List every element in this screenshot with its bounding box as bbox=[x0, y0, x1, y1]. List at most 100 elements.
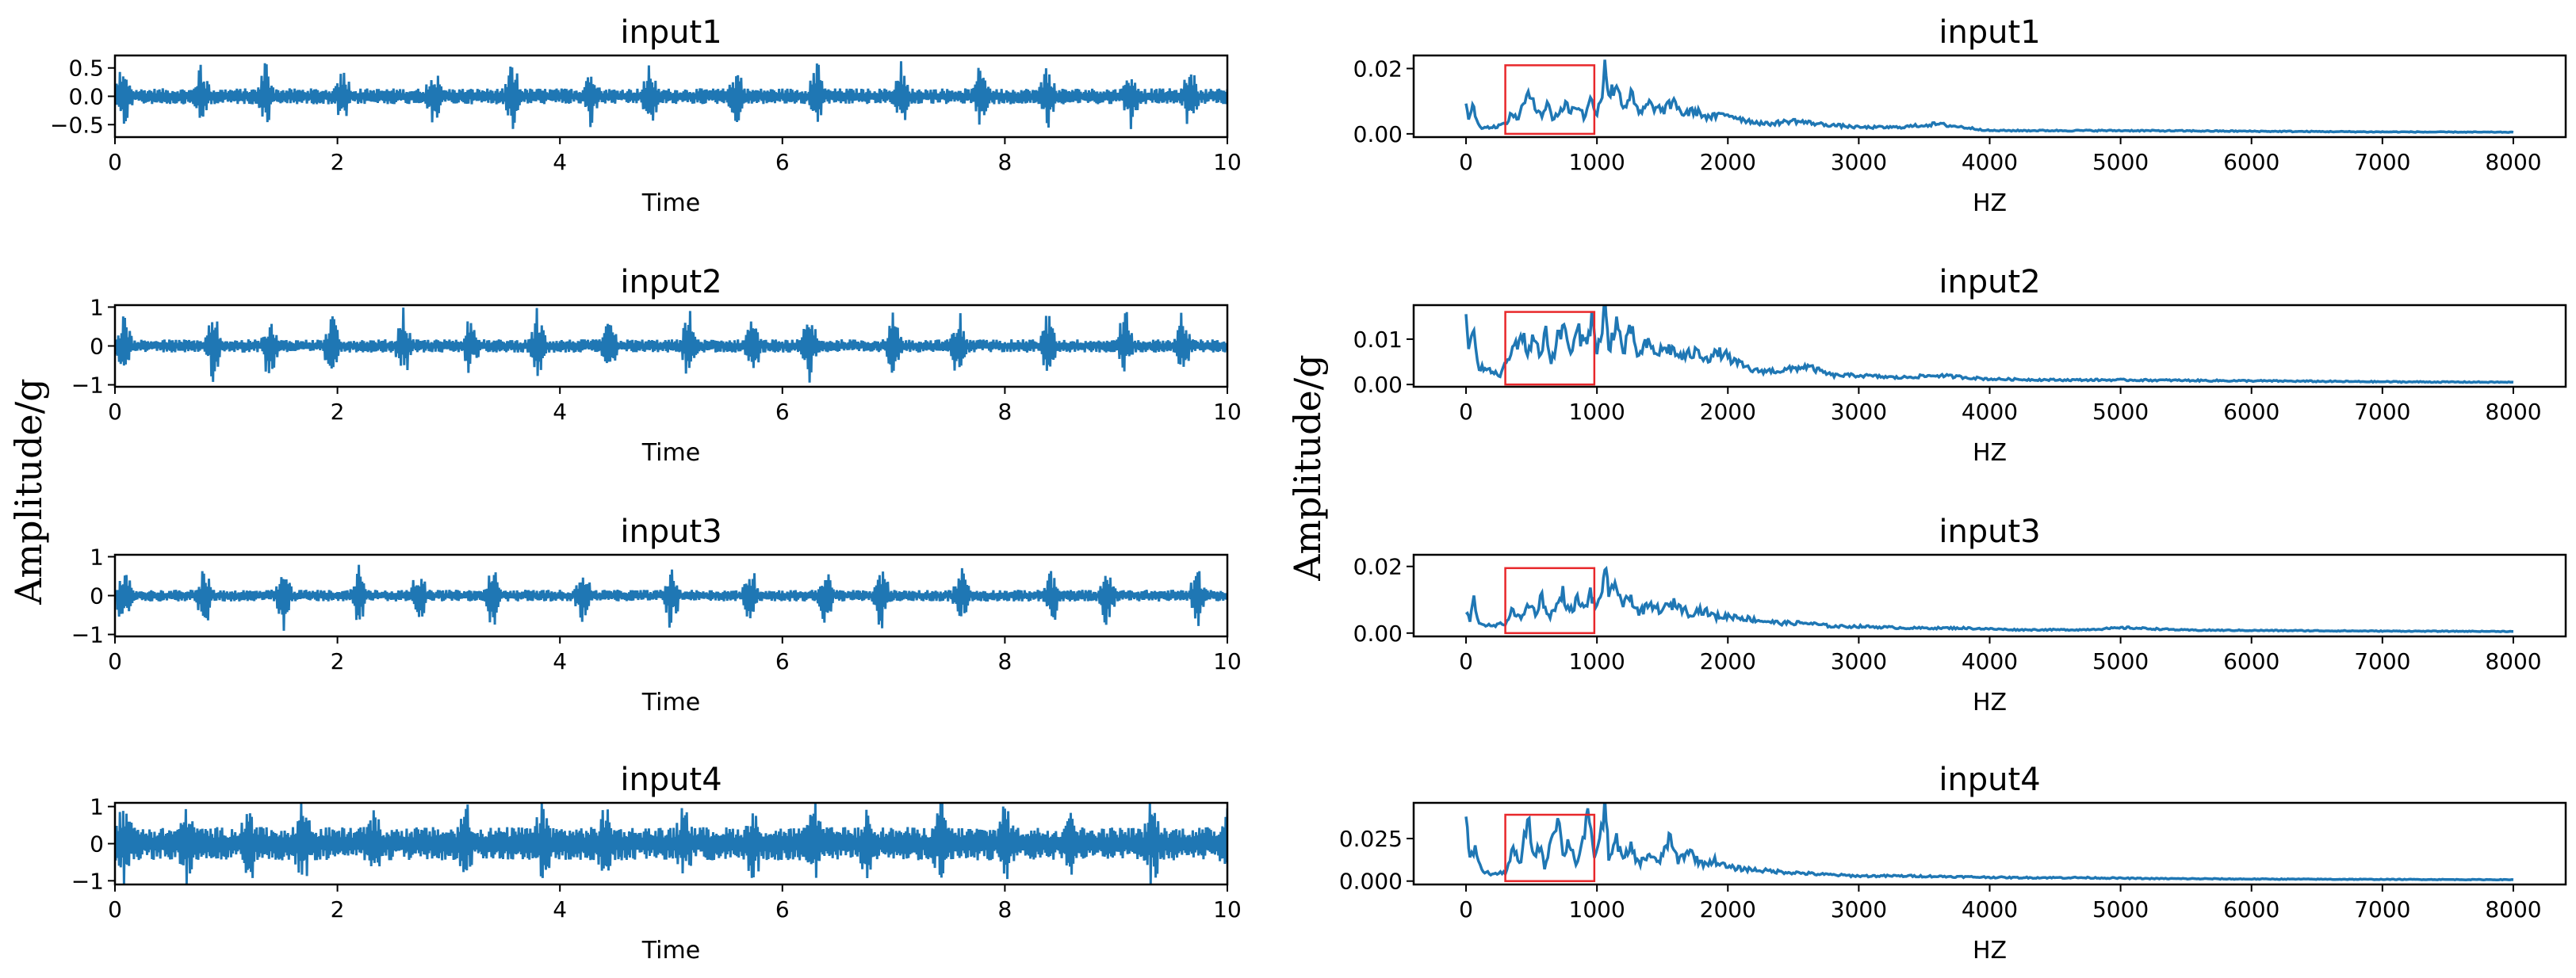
x-tick-label: 8 bbox=[997, 149, 1012, 175]
y-tick-label: 0.5 bbox=[68, 55, 104, 82]
x-axis-label: Time bbox=[641, 689, 700, 716]
x-tick-label: 7000 bbox=[2354, 399, 2410, 425]
highlight-box bbox=[1504, 64, 1596, 136]
x-tick-label: 6000 bbox=[2223, 648, 2279, 674]
x-tick-label: 7000 bbox=[2354, 149, 2410, 175]
highlight-box bbox=[1504, 813, 1596, 882]
x-tick-label: 2000 bbox=[1700, 399, 1756, 425]
y-tick-label: −1 bbox=[71, 622, 104, 648]
spectrum-line bbox=[1464, 59, 2514, 134]
x-tick-label: 6 bbox=[775, 399, 790, 425]
x-tick-label: 4 bbox=[553, 896, 567, 923]
right-ylabel: Amplitude/g bbox=[1286, 354, 1329, 581]
x-tick-label: 4 bbox=[553, 149, 567, 175]
y-tick-label: 0.025 bbox=[1339, 826, 1403, 852]
spectrum-line bbox=[1464, 803, 2514, 882]
x-tick-label: 4000 bbox=[1962, 896, 2018, 923]
axes-frame bbox=[1412, 54, 2567, 139]
x-axis-label: HZ bbox=[1973, 689, 2007, 716]
x-tick-label: 5000 bbox=[2092, 149, 2149, 175]
x-tick-label: 0 bbox=[1459, 399, 1473, 425]
y-tick-label: 0 bbox=[90, 334, 104, 360]
x-tick-label: 6 bbox=[775, 896, 790, 923]
panel-title: input3 bbox=[620, 514, 722, 550]
x-tick-label: 8 bbox=[997, 399, 1012, 425]
x-tick-label: 4000 bbox=[1962, 399, 2018, 425]
y-tick-label: 0 bbox=[90, 583, 104, 609]
y-tick-label: 0.000 bbox=[1339, 869, 1403, 895]
axes-frame bbox=[1412, 304, 2567, 388]
panel-title: input2 bbox=[1939, 264, 2040, 300]
x-tick-label: 5000 bbox=[2092, 399, 2149, 425]
x-tick-label: 3000 bbox=[1831, 399, 1887, 425]
x-tick-label: 1000 bbox=[1569, 896, 1625, 923]
y-tick-label: 0.02 bbox=[1353, 55, 1403, 82]
x-axis-label: HZ bbox=[1973, 937, 2007, 965]
x-tick-label: 6000 bbox=[2223, 896, 2279, 923]
y-tick-label: 1 bbox=[90, 544, 104, 570]
time-signal-line bbox=[115, 564, 1227, 631]
x-tick-label: 4 bbox=[553, 648, 567, 674]
x-tick-label: 10 bbox=[1213, 399, 1242, 425]
highlight-box bbox=[1504, 311, 1596, 386]
x-axis-label: Time bbox=[641, 439, 700, 467]
x-tick-label: 0 bbox=[1459, 648, 1473, 674]
time-panel-input1: 0 2 4 6 8 10 0.50.0−0.5 input1 Time bbox=[50, 14, 1242, 217]
x-tick-label: 8 bbox=[997, 648, 1012, 674]
x-tick-label: 2 bbox=[331, 896, 345, 923]
y-tick-label: −1 bbox=[71, 868, 104, 894]
x-tick-label: 8000 bbox=[2485, 399, 2541, 425]
x-tick-label: 6 bbox=[775, 149, 790, 175]
panel-title: input2 bbox=[620, 264, 722, 300]
panel-title: input1 bbox=[1939, 14, 2040, 51]
x-tick-label: 2000 bbox=[1700, 149, 1756, 175]
x-tick-label: 7000 bbox=[2354, 648, 2410, 674]
y-tick-label: 0.02 bbox=[1353, 554, 1403, 580]
axes-frame bbox=[1412, 553, 2567, 638]
freq-panel-input4: 0 1000 2000 3000 4000 5000 6000 7000 8000 0.025 0.… bbox=[1339, 762, 2567, 965]
x-axis-label: HZ bbox=[1973, 189, 2007, 217]
y-tick-label: 0.00 bbox=[1353, 621, 1403, 647]
x-tick-label: 4 bbox=[553, 399, 567, 425]
x-tick-label: 6 bbox=[775, 648, 790, 674]
x-tick-label: 6000 bbox=[2223, 399, 2279, 425]
x-tick-label: 0 bbox=[108, 896, 122, 923]
x-tick-label: 10 bbox=[1213, 896, 1242, 923]
y-tick-label: 0.00 bbox=[1353, 372, 1403, 398]
highlight-box bbox=[1504, 567, 1596, 635]
x-tick-label: 2000 bbox=[1700, 648, 1756, 674]
y-tick-label: −0.5 bbox=[50, 112, 104, 138]
spectrum-line bbox=[1464, 565, 2513, 633]
x-tick-label: 0 bbox=[1459, 149, 1473, 175]
x-tick-label: 2 bbox=[331, 648, 345, 674]
x-tick-label: 0 bbox=[108, 149, 122, 175]
left-ylabel: Amplitude/g bbox=[7, 378, 50, 605]
x-tick-label: 1000 bbox=[1569, 149, 1625, 175]
x-tick-label: 1000 bbox=[1569, 648, 1625, 674]
x-tick-label: 2000 bbox=[1700, 896, 1756, 923]
x-tick-label: 2 bbox=[331, 399, 345, 425]
time-signal-line bbox=[115, 803, 1227, 884]
x-tick-label: 2 bbox=[331, 149, 345, 175]
x-tick-label: 0 bbox=[108, 648, 122, 674]
x-tick-label: 3000 bbox=[1831, 149, 1887, 175]
x-tick-label: 4000 bbox=[1962, 648, 2018, 674]
x-tick-label: 3000 bbox=[1831, 896, 1887, 923]
panel-title: input4 bbox=[1939, 762, 2040, 798]
freq-panel-input1: 0 1000 2000 3000 4000 5000 6000 7000 8000 0.02 0.0… bbox=[1353, 14, 2567, 217]
x-axis-label: HZ bbox=[1973, 439, 2007, 467]
y-tick-label: 0 bbox=[90, 831, 104, 858]
x-axis-label: Time bbox=[641, 189, 700, 217]
y-tick-label: 0.01 bbox=[1353, 327, 1403, 353]
freq-panel-input3: 0 1000 2000 3000 4000 5000 6000 7000 8000 0.02 0.0… bbox=[1353, 514, 2567, 716]
x-axis-label: Time bbox=[641, 937, 700, 965]
y-tick-label: −1 bbox=[71, 372, 104, 399]
x-tick-label: 8000 bbox=[2485, 648, 2541, 674]
y-tick-label: 1 bbox=[90, 794, 104, 820]
x-tick-label: 8000 bbox=[2485, 149, 2541, 175]
x-tick-label: 5000 bbox=[2092, 648, 2149, 674]
